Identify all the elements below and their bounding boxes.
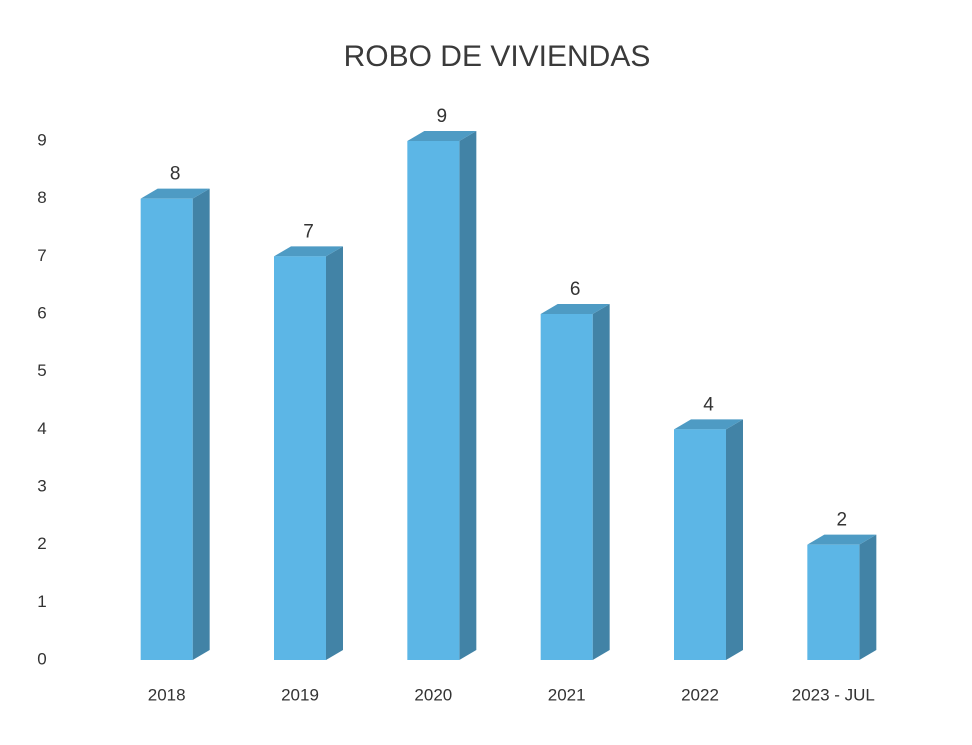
- bar-side: [192, 188, 210, 660]
- x-tick-label: 2019: [281, 685, 319, 704]
- data-label: 6: [570, 279, 581, 300]
- bar-front: [140, 198, 193, 660]
- bar-front: [274, 256, 326, 660]
- y-tick-label: 9: [37, 130, 46, 149]
- y-tick-label: 4: [37, 419, 46, 438]
- bar-front: [540, 314, 593, 660]
- data-label: 4: [703, 394, 714, 415]
- data-label: 8: [170, 164, 181, 185]
- data-label: 7: [303, 221, 314, 242]
- bar-top: [274, 246, 343, 257]
- y-tick-label: 8: [37, 188, 46, 207]
- bar-side: [459, 131, 477, 660]
- bar-side: [859, 534, 877, 660]
- bar-top: [674, 419, 743, 430]
- data-label: 9: [437, 106, 448, 127]
- y-tick-label: 7: [37, 246, 46, 265]
- bar: [274, 246, 343, 661]
- y-tick-label: 1: [37, 592, 46, 611]
- bar-side: [592, 304, 610, 660]
- bar-front: [674, 429, 726, 660]
- bar: [807, 534, 877, 660]
- x-tick-label: 2018: [148, 685, 186, 704]
- bar-top: [407, 131, 477, 141]
- bar-side: [326, 246, 343, 661]
- y-tick-label: 3: [37, 476, 46, 495]
- bar-top: [807, 534, 877, 545]
- y-tick-label: 2: [37, 534, 46, 553]
- bar: [407, 131, 477, 660]
- bar-front: [807, 544, 860, 660]
- y-tick-label: 6: [37, 303, 46, 322]
- bar-side: [726, 419, 743, 660]
- x-tick-label: 2021: [548, 685, 586, 704]
- bar: [140, 188, 210, 660]
- bar-top: [540, 304, 610, 314]
- bar: [674, 419, 743, 660]
- x-tick-label: 2023 - JUL: [792, 685, 875, 704]
- data-label: 2: [837, 510, 848, 531]
- y-tick-label: 5: [37, 361, 46, 380]
- bar: [540, 304, 610, 660]
- bar-front: [407, 141, 460, 660]
- x-tick-label: 2022: [681, 685, 719, 704]
- y-tick-label: 0: [37, 649, 46, 668]
- x-tick-label: 2020: [414, 685, 452, 704]
- bar-top: [140, 188, 210, 199]
- chart-title: ROBO DE VIVIENDAS: [344, 40, 651, 73]
